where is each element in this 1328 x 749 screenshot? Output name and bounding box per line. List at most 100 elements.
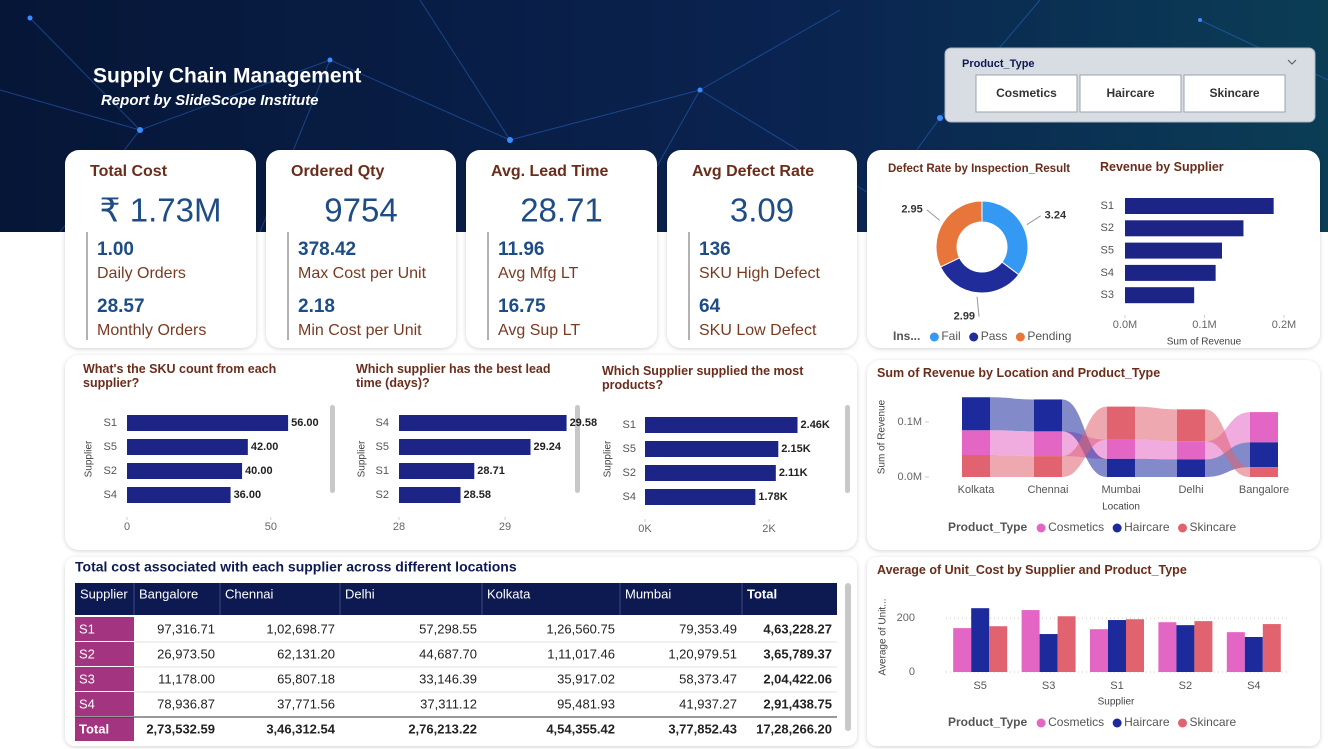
table-cell: 37,311.12 bbox=[420, 696, 477, 711]
table-cell: 58,373.47 bbox=[679, 671, 737, 686]
slicer-button[interactable] bbox=[1183, 74, 1286, 113]
bar bbox=[399, 487, 461, 503]
chart-title: Revenue by Supplier bbox=[1100, 160, 1224, 174]
data-label: 3.24 bbox=[1045, 210, 1067, 222]
ribbon bbox=[1135, 439, 1177, 460]
row-header-cell bbox=[75, 692, 134, 716]
legend-swatch bbox=[929, 332, 939, 342]
scrollbars[interactable] bbox=[330, 405, 851, 731]
x-tick-label: S4 bbox=[1247, 680, 1260, 692]
table-title: Total cost associated with each supplier… bbox=[75, 559, 517, 575]
ribbon-column bbox=[962, 455, 990, 477]
bar bbox=[989, 626, 1008, 672]
bar bbox=[1090, 629, 1108, 672]
row-label: Total bbox=[79, 721, 109, 736]
y-tick-label: S1 bbox=[1101, 200, 1114, 212]
bar bbox=[971, 608, 990, 672]
x-axis-label: Supplier bbox=[1098, 697, 1135, 708]
ribbon bbox=[1205, 409, 1250, 477]
chart-title-box: Sum of Revenue by Location and Product_T… bbox=[877, 366, 1160, 380]
ribbon-column bbox=[1177, 409, 1205, 442]
kpi-item-value: 16.75 bbox=[498, 296, 546, 317]
table-cell: 3,77,852.43 bbox=[668, 721, 737, 736]
data-label: 42.00 bbox=[251, 441, 279, 453]
table-cell: 41,937.27 bbox=[679, 696, 737, 711]
chart-title-box: Revenue by Supplier bbox=[1100, 160, 1224, 174]
table-cell: 1,26,560.75 bbox=[546, 621, 615, 636]
kpi-value: 28.71 bbox=[520, 192, 603, 229]
ribbon-column bbox=[1250, 467, 1278, 477]
kpi-title: Avg. Lead Time bbox=[491, 163, 608, 180]
ribbon bbox=[1062, 406, 1107, 477]
bar bbox=[1057, 616, 1076, 672]
x-tick-label: 0.1M bbox=[1192, 319, 1216, 331]
y-tick-label: S1 bbox=[623, 419, 636, 431]
data-label: 2.99 bbox=[954, 311, 975, 323]
kpi-item-label: Monthly Orders bbox=[97, 322, 206, 339]
y-tick-label: S2 bbox=[104, 465, 117, 477]
y-tick-label: S2 bbox=[1101, 222, 1114, 234]
y-axis-label: Supplier bbox=[84, 440, 95, 477]
kpi-item-value: 11.96 bbox=[498, 239, 545, 260]
kpi-item-value: 136 bbox=[699, 239, 731, 260]
ribbon bbox=[1205, 442, 1250, 477]
slicer-button[interactable] bbox=[975, 74, 1078, 113]
bar bbox=[1194, 621, 1213, 672]
y-tick-label: S5 bbox=[376, 441, 389, 453]
pie-slice bbox=[981, 200, 1029, 276]
column-header: Kolkata bbox=[487, 586, 531, 601]
table-cell: 4,54,355.42 bbox=[546, 721, 615, 736]
x-tick-label: 0.2M bbox=[1272, 319, 1296, 331]
legend-swatch bbox=[1036, 718, 1046, 728]
ribbon-column bbox=[1107, 406, 1135, 440]
row-label: S4 bbox=[79, 696, 95, 711]
table-cell: 2,76,213.22 bbox=[408, 721, 477, 736]
ribbon-column bbox=[1034, 399, 1062, 432]
chart-title-box: Which Supplier supplied the most product… bbox=[602, 364, 803, 392]
x-tick-label: 0 bbox=[124, 521, 130, 533]
bar bbox=[953, 628, 972, 672]
data-label: 1.78K bbox=[758, 491, 787, 503]
data-label: 28.71 bbox=[477, 465, 505, 477]
table-cell: 97,316.71 bbox=[157, 621, 215, 636]
pie-leader bbox=[1026, 215, 1041, 226]
kpi-item-label: SKU High Defect bbox=[699, 265, 820, 282]
kpi-item-label: SKU Low Defect bbox=[699, 322, 817, 339]
y-tick-label: S4 bbox=[376, 417, 389, 429]
ribbon-column bbox=[962, 397, 990, 431]
slicer-title: Product_Type bbox=[962, 58, 1035, 70]
table-cell: 62,131.20 bbox=[277, 646, 335, 661]
bar bbox=[127, 463, 243, 479]
kpi-value: ₹ 1.73M bbox=[100, 192, 222, 229]
pie-leader bbox=[976, 296, 980, 317]
table-cell: 37,771.56 bbox=[277, 696, 335, 711]
ribbon bbox=[1205, 412, 1250, 460]
y-tick-label: S4 bbox=[1101, 267, 1114, 279]
legend-label: Haircare bbox=[1124, 715, 1170, 729]
bar bbox=[127, 415, 289, 431]
x-tick-label: 50 bbox=[265, 521, 277, 533]
slicer-option: Haircare bbox=[1106, 86, 1154, 100]
data-label: 29.24 bbox=[534, 441, 562, 453]
kpi-item-value: 378.42 bbox=[298, 239, 356, 260]
slicer-button[interactable] bbox=[1079, 74, 1182, 113]
chart-title-box: Average of Unit_Cost by Supplier and Pro… bbox=[877, 563, 1187, 577]
bar bbox=[1158, 622, 1177, 672]
bar bbox=[1262, 624, 1281, 672]
legend-label: Fail bbox=[941, 329, 960, 343]
y-axis-label: Supplier bbox=[357, 440, 368, 477]
column-header: Total bbox=[747, 586, 777, 601]
bar bbox=[1126, 619, 1144, 672]
x-tick-label: Chennai bbox=[1028, 484, 1069, 496]
kpi-value: 9754 bbox=[324, 192, 397, 229]
bar bbox=[1125, 242, 1222, 259]
ribbon-column bbox=[962, 430, 990, 455]
ribbon-column bbox=[1034, 456, 1062, 477]
data-label: 2.95 bbox=[901, 204, 922, 216]
chart-title-box: Which supplier has the best lead time (d… bbox=[356, 362, 550, 390]
column-header: Supplier bbox=[80, 586, 128, 601]
slicer-chevron[interactable] bbox=[1287, 59, 1297, 65]
data-label: 40.00 bbox=[245, 465, 273, 477]
chart-title: What's the SKU count from each supplier? bbox=[83, 362, 277, 390]
